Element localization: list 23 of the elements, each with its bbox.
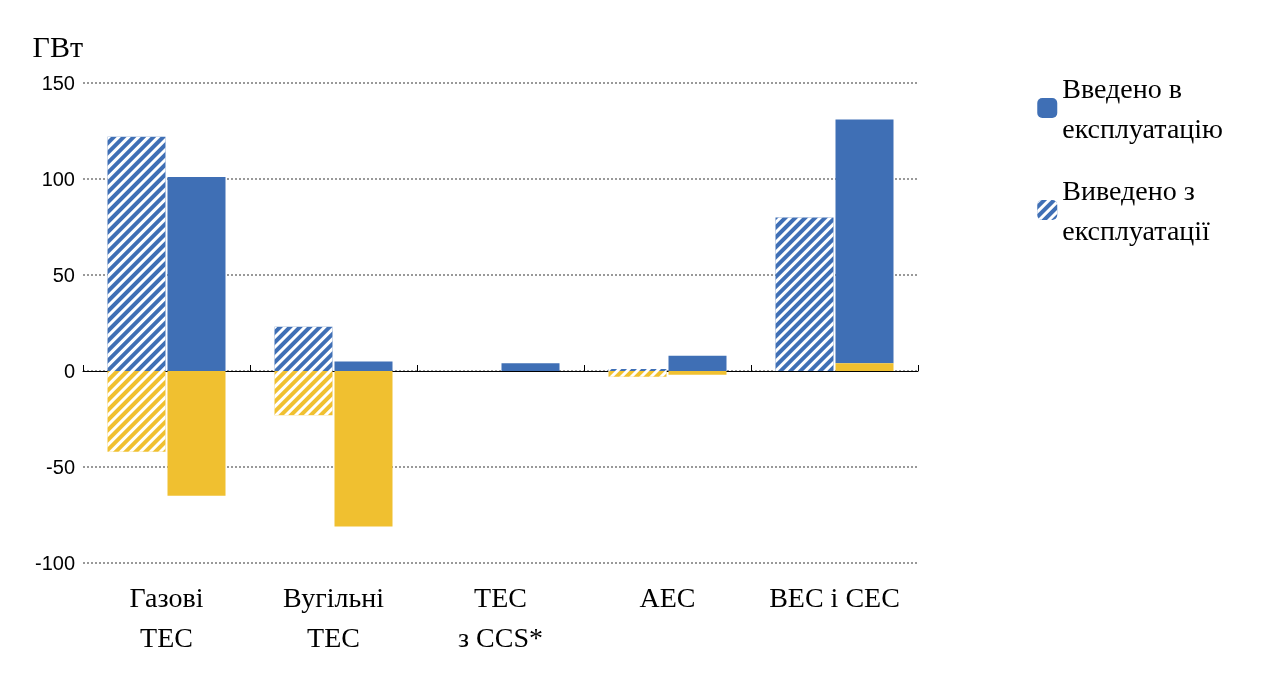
legend-label: Введено в експлуатацію: [1062, 72, 1224, 144]
y-tick-label: 50: [52, 264, 75, 286]
bar: [167, 177, 226, 371]
bar: [668, 355, 727, 371]
bar: [668, 371, 727, 375]
x-tick-label: ТЕС з CCS*: [458, 581, 543, 653]
y-tick-label: -100: [34, 552, 75, 574]
bar: [167, 371, 226, 496]
bar: [835, 119, 894, 364]
x-tick-label: Вугільні ТЕС: [282, 581, 385, 653]
bar: [334, 361, 393, 371]
y-tick-label: 150: [41, 72, 75, 94]
bar: [501, 363, 560, 371]
y-tick-label: -50: [46, 456, 75, 478]
legend-label: Виведено з експлуатації: [1062, 174, 1211, 246]
bar: [835, 363, 894, 371]
x-tick-label: ВЕС і СЕС: [769, 581, 900, 613]
y-tick-label: 0: [63, 360, 75, 382]
y-axis-title: ГВт: [32, 29, 83, 63]
x-tick-label: АЕС: [639, 581, 696, 613]
x-tick-label: Газові ТЕС: [129, 581, 204, 653]
bar: [334, 371, 393, 527]
y-tick-label: 100: [41, 168, 75, 190]
